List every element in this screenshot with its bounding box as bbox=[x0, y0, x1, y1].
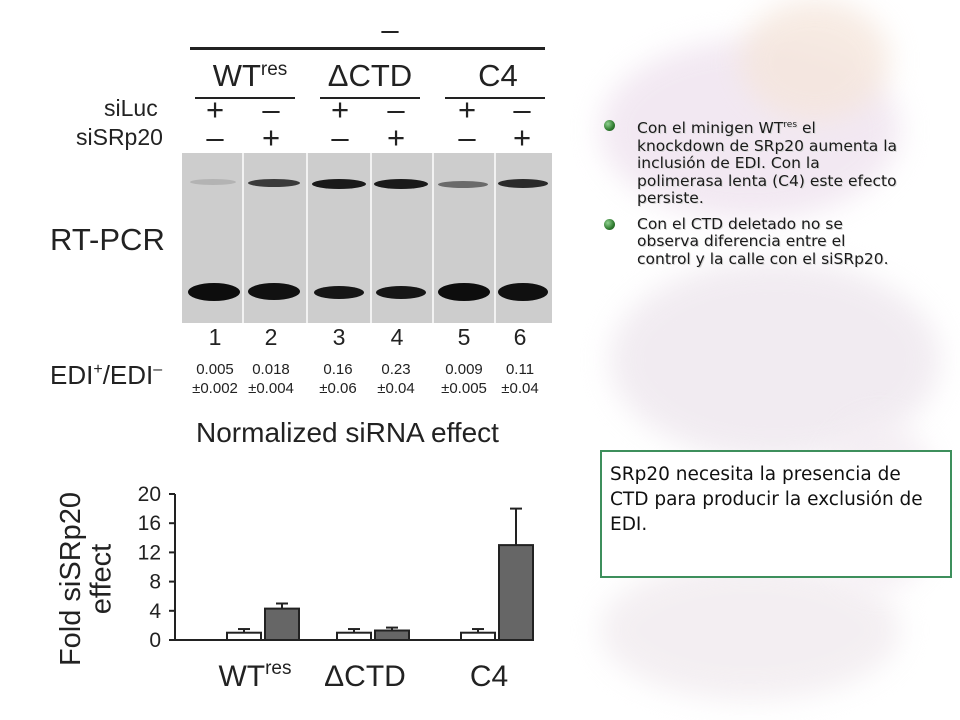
x-category-label: C4 bbox=[470, 660, 508, 693]
group-header-wt: WTres bbox=[212, 58, 288, 93]
bullet-item: Con el CTD deletado no se observa difere… bbox=[604, 215, 904, 269]
bullet-item: Con el minigen WTres el knockdown de SRp… bbox=[604, 117, 904, 208]
y-tick-label: 8 bbox=[149, 571, 161, 594]
row-label-siluc: siLuc bbox=[104, 95, 158, 121]
rtpcr-label: RT-PCR bbox=[50, 222, 165, 257]
sign: – bbox=[262, 92, 280, 127]
sign: – bbox=[458, 120, 476, 155]
bullet-dot-icon bbox=[604, 120, 615, 131]
gel-band-upper bbox=[498, 179, 548, 188]
callout-box: SRp20 necesita la presencia de CTD para … bbox=[600, 450, 952, 578]
ratio-cell: 0.11 ±0.04 bbox=[501, 361, 539, 397]
lane-separator bbox=[306, 153, 308, 323]
bullet-list: Con el minigen WTres el knockdown de SRp… bbox=[604, 117, 904, 276]
sign: + bbox=[330, 92, 350, 127]
group-rule-c4 bbox=[445, 97, 545, 99]
bar bbox=[264, 607, 300, 641]
y-tick-label: 12 bbox=[138, 541, 161, 564]
group-rule-wt bbox=[195, 97, 295, 99]
ratio-cell: 0.005 ±0.002 bbox=[192, 361, 238, 397]
lane-separator bbox=[432, 153, 434, 323]
sign: + bbox=[261, 120, 281, 155]
callout-text: SRp20 necesita la presencia de CTD para … bbox=[610, 464, 923, 535]
gel-band-upper bbox=[438, 181, 488, 188]
x-category-label: WTres bbox=[218, 658, 291, 693]
bullet-dot-icon bbox=[604, 218, 615, 230]
gel-band-lower bbox=[188, 283, 240, 301]
lane-number: 4 bbox=[390, 324, 404, 350]
lane-separator bbox=[494, 153, 496, 323]
y-axis-label: Fold siSRp20effect bbox=[55, 492, 117, 666]
gel-band-lower bbox=[376, 286, 426, 299]
sign: – bbox=[513, 92, 531, 127]
ratio-cell: 0.018 ±0.004 bbox=[248, 361, 294, 397]
sign: – bbox=[387, 92, 405, 127]
ratio-label: EDI+/EDI– bbox=[50, 360, 163, 390]
gel-band-lower bbox=[248, 283, 300, 300]
lane-separator bbox=[370, 153, 372, 323]
group-rule-dctd bbox=[320, 97, 420, 99]
group-header-dctd: ΔCTD bbox=[327, 58, 413, 93]
lane-number: 2 bbox=[264, 324, 278, 350]
row-label-sisrp20: siSRp20 bbox=[76, 124, 163, 150]
gel-band-upper bbox=[312, 179, 366, 189]
sign: + bbox=[512, 120, 532, 155]
ratio-cell: 0.009 ±0.005 bbox=[441, 361, 487, 397]
lane-number: 3 bbox=[332, 324, 346, 350]
y-tick-label: 0 bbox=[149, 629, 161, 652]
y-tick-label: 16 bbox=[138, 512, 161, 535]
gel-band-lower bbox=[314, 286, 364, 299]
top-rule bbox=[190, 47, 545, 50]
ratio-cell: 0.16 ±0.06 bbox=[319, 361, 357, 397]
bar bbox=[336, 631, 372, 641]
ratio-cell: 0.23 ±0.04 bbox=[377, 361, 415, 397]
gel-band-lower bbox=[438, 283, 490, 301]
gel-band-upper bbox=[190, 179, 236, 185]
sign: + bbox=[386, 120, 406, 155]
top-header: – bbox=[381, 12, 399, 47]
sign: – bbox=[331, 120, 349, 155]
chart-title: Normalized siRNA effect bbox=[196, 417, 499, 448]
bar bbox=[226, 631, 262, 641]
y-tick-label: 4 bbox=[149, 600, 161, 623]
bar bbox=[460, 631, 496, 641]
gel-band-upper bbox=[248, 179, 300, 187]
sign: – bbox=[206, 120, 224, 155]
gel-band-lower bbox=[498, 283, 548, 301]
bar bbox=[374, 629, 410, 641]
lane-separator bbox=[242, 153, 244, 323]
lane-number: 5 bbox=[457, 324, 471, 350]
lane-number: 1 bbox=[208, 324, 222, 350]
gel-image bbox=[182, 153, 552, 323]
sign: + bbox=[457, 92, 477, 127]
x-category-label: ΔCTD bbox=[324, 660, 406, 693]
bar bbox=[498, 544, 534, 641]
lane-number: 6 bbox=[513, 324, 527, 350]
sign: + bbox=[205, 92, 225, 127]
gel-band-upper bbox=[374, 179, 428, 189]
bar-chart: Fold siSRp20effect 20 16 12 8 4 0 WTres ΔCTD C4 bbox=[55, 483, 534, 693]
y-tick-label: 20 bbox=[138, 483, 161, 506]
group-header-c4: C4 bbox=[478, 58, 518, 93]
